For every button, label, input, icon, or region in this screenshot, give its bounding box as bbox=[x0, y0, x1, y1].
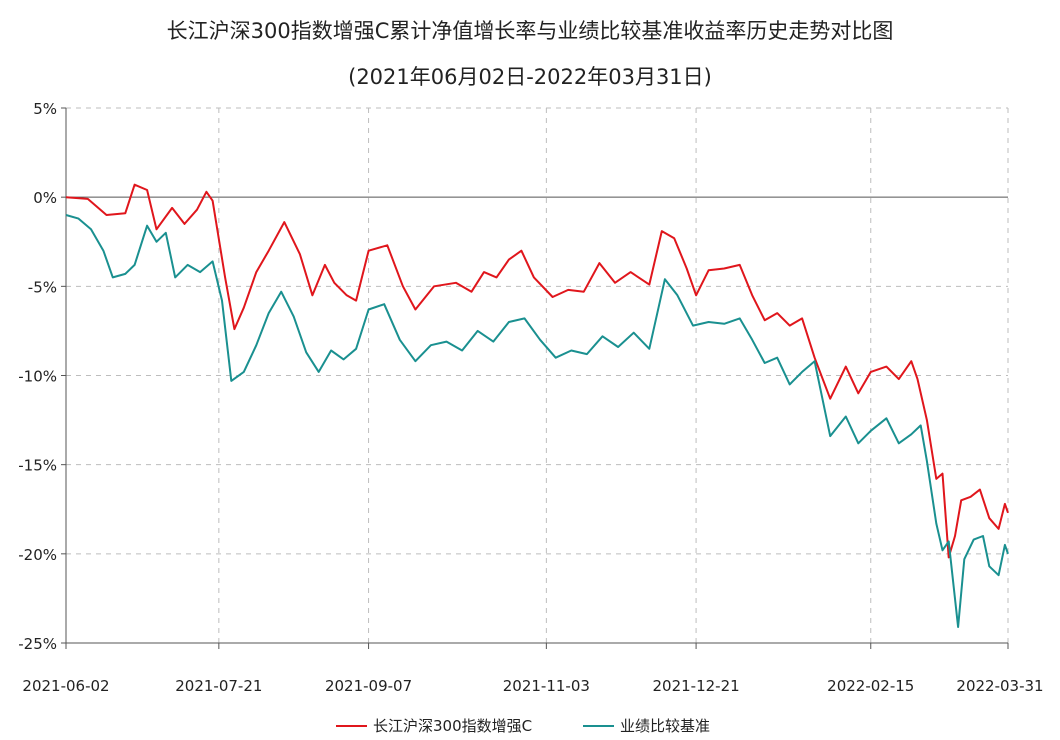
x-tick-label: 2021-11-03 bbox=[503, 677, 590, 695]
grid bbox=[66, 107, 1009, 644]
series-lines bbox=[65, 183, 1009, 628]
legend-item-benchmark: 业绩比较基准 bbox=[583, 717, 710, 735]
y-tick-label: 0% bbox=[33, 189, 57, 207]
series-line-benchmark bbox=[65, 214, 1009, 628]
legend-label-fund: 长江沪深300指数增强C bbox=[373, 717, 532, 735]
y-tick-label: -15% bbox=[18, 457, 57, 475]
y-tick-label: 5% bbox=[33, 100, 57, 118]
y-tick-label: -10% bbox=[18, 368, 57, 386]
x-tick-label: 2021-12-21 bbox=[652, 677, 739, 695]
plot-area: 5%0%-5%-10%-15%-20%-25% 2021-06-02 2021-0… bbox=[18, 100, 1043, 695]
legend: 长江沪深300指数增强C 业绩比较基准 bbox=[336, 717, 710, 735]
chart-title: 长江沪深300指数增强C累计净值增长率与业绩比较基准收益率历史走势对比图 bbox=[167, 19, 894, 43]
legend-label-benchmark: 业绩比较基准 bbox=[620, 717, 710, 735]
y-tick-label: -20% bbox=[18, 546, 57, 564]
chart-subtitle: (2021年06月02日-2022年03月31日) bbox=[348, 65, 712, 89]
y-tick-label: -5% bbox=[28, 278, 57, 296]
x-tick-label: 2021-06-02 bbox=[22, 677, 109, 695]
y-tick-labels: 5% 0% -5% -10% -15% -20% -25% bbox=[18, 100, 66, 653]
y-tick-label: -25% bbox=[18, 635, 57, 653]
x-tick-labels: 2021-06-02 2021-07-21 2021-09-07 2021-11-03… bbox=[22, 643, 1044, 695]
legend-item-fund: 长江沪深300指数增强C bbox=[336, 717, 532, 735]
x-tick-label: 2021-07-21 bbox=[175, 677, 262, 695]
x-tick-label: 2022-02-15 bbox=[827, 677, 914, 695]
x-tick-label: 2022-03-31 bbox=[956, 677, 1043, 695]
x-tick-label: 2021-09-07 bbox=[325, 677, 412, 695]
series-line-fund bbox=[65, 183, 1009, 559]
